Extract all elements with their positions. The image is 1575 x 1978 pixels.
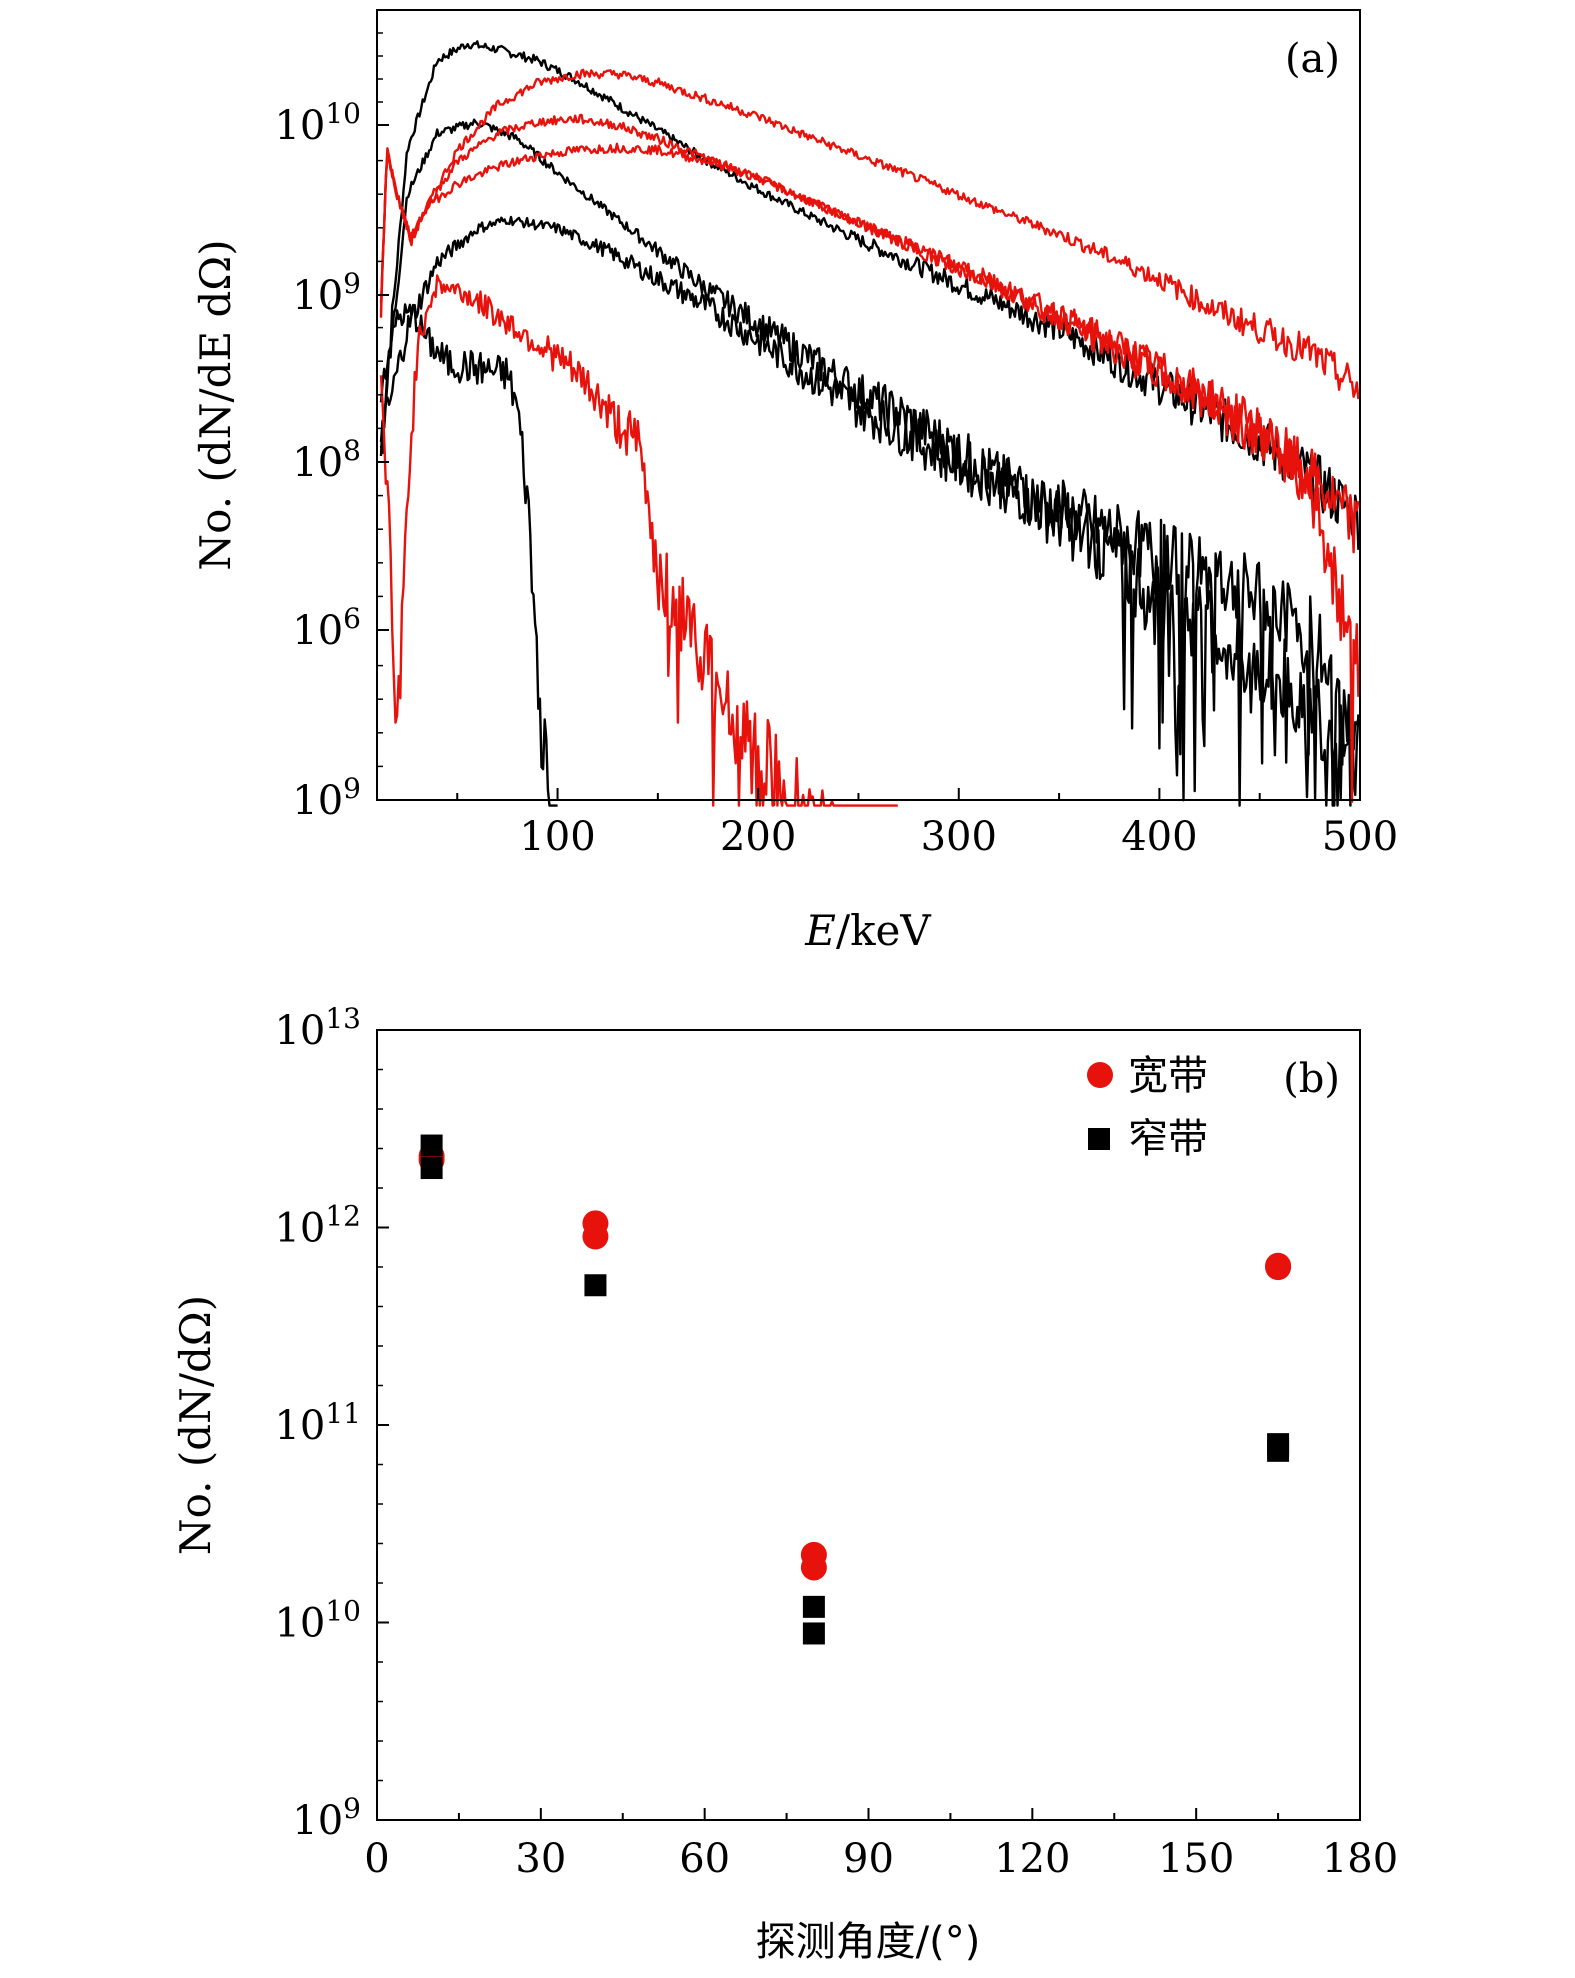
point-black-square [1267, 1439, 1290, 1462]
panel-a-y-axis-label: No. (dN/dE dΩ) [191, 239, 240, 570]
legend-marker-square [1088, 1128, 1110, 1150]
panel-a-label: (a) [1285, 36, 1340, 82]
x-tick-label: 120 [994, 1836, 1070, 1882]
panel-b: 0 30 60 90 120 150 180 1013 1012 1011 1010 109 (b)… [171, 1002, 1398, 1965]
panel-a-x-axis-label-unit: /keV [836, 906, 931, 955]
panel-b-legend: 宽带 窄带 [1087, 1053, 1208, 1162]
panel-b-label: (b) [1283, 1056, 1340, 1102]
x-tick-label: 0 [364, 1836, 389, 1882]
series-line-black-3 [379, 303, 558, 807]
x-tick-label: 150 [1158, 1836, 1234, 1882]
series-line-red-4 [379, 68, 1360, 400]
y-tick-label: 1011 [274, 1397, 361, 1449]
legend-marker-circle [1087, 1062, 1113, 1088]
legend-label-narrowband: 窄带 [1128, 1116, 1208, 1162]
panel-a-x-ticks: 100 200 300 400 500 [456, 788, 1398, 860]
point-red-circle [582, 1223, 609, 1250]
panel-b-x-ticks: 0 30 60 90 120 150 180 [364, 1808, 1398, 1882]
panel-b-y-ticks: 1013 1012 1011 1010 109 [274, 1002, 389, 1844]
y-tick-label: 109 [292, 772, 361, 824]
panel-a-x-axis-label: E/keV [804, 906, 931, 955]
y-tick-label: 109 [292, 1792, 361, 1844]
x-tick-label: 100 [519, 814, 595, 860]
panel-b-y-axis-label: No. (dN/dΩ) [171, 1295, 220, 1555]
point-red-circle [800, 1554, 827, 1581]
series-line-black-2 [379, 215, 1360, 807]
point-black-square [584, 1274, 607, 1297]
series-line-red-7 [379, 274, 898, 807]
x-tick-label: 400 [1121, 814, 1197, 860]
x-tick-label: 200 [720, 814, 796, 860]
series-line-red-6 [379, 142, 1360, 803]
panel-a-series [379, 40, 1360, 807]
x-tick-label: 300 [921, 814, 997, 860]
point-black-square [802, 1595, 825, 1618]
x-tick-label: 90 [843, 1836, 894, 1882]
panel-b-points [418, 1134, 1292, 1645]
x-tick-label: 180 [1322, 1836, 1398, 1882]
y-tick-label: 109 [292, 267, 361, 319]
panel-b-frame [376, 1029, 1361, 1821]
y-tick-label: 1013 [274, 1002, 361, 1054]
x-tick-label: 30 [515, 1836, 566, 1882]
series-line-black-0 [379, 40, 1360, 550]
y-tick-label: 1010 [274, 97, 361, 149]
point-black-square [420, 1157, 443, 1180]
panel-a-x-axis-label-symbol: E [804, 906, 836, 955]
point-black-square [420, 1134, 443, 1157]
y-tick-label: 1010 [274, 1595, 361, 1647]
panel-a-y-ticks: 1010 109 108 106 109 [274, 32, 389, 824]
y-tick-label: 106 [292, 602, 361, 654]
point-red-circle [1265, 1254, 1292, 1281]
panel-b-x-axis-label: 探测角度/(°) [756, 1919, 981, 1965]
y-tick-label: 108 [292, 434, 361, 486]
x-tick-label: 500 [1322, 814, 1398, 860]
x-tick-label: 60 [679, 1836, 730, 1882]
y-tick-label: 1012 [274, 1200, 361, 1252]
legend-label-broadband: 宽带 [1128, 1053, 1208, 1099]
panel-a-frame [376, 9, 1361, 801]
point-black-square [802, 1622, 825, 1645]
